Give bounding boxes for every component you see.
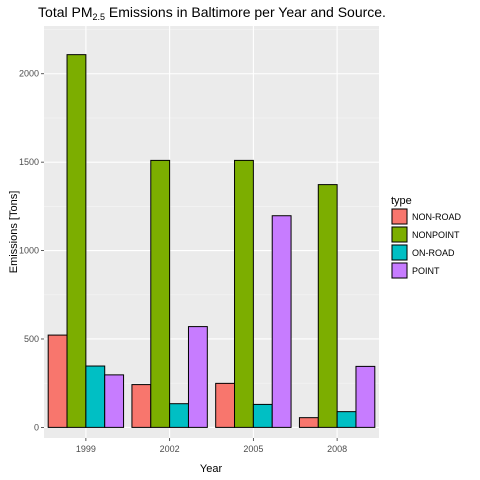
x-tick-label: 2005 [243,444,263,454]
bar-point-2008 [355,365,376,428]
bar-nonpoint-2008 [317,184,338,428]
bar-on-road-1999 [85,365,106,428]
bar-point-1999 [104,374,125,428]
y-tick-label: 1500 [19,157,39,167]
legend-label-point: POINT [412,266,440,276]
bar-nonpoint-2002 [150,159,171,428]
y-axis: 0 500 1000 1500 2000 [19,69,44,432]
bar-non-road-1999 [47,334,68,428]
bar-on-road-2008 [336,411,357,428]
legend-label-nonpoint: NONPOINT [412,230,460,240]
legend-swatch-on-road [391,244,408,261]
bar-nonpoint-2005 [234,159,254,428]
chart-title-prefix: Total PM [38,4,92,20]
y-tick-label: 1000 [19,246,39,256]
bar-non-road-2008 [298,417,319,428]
bar-on-road-2005 [252,403,273,428]
x-axis-label: Year [200,463,223,475]
legend-swatch-nonpoint [391,226,408,243]
y-tick-label: 0 [34,422,39,432]
chart-title-subscript: 2.5 [93,12,106,22]
bar-point-2002 [187,326,208,428]
bar-non-road-2002 [131,384,152,428]
x-tick-label: 1999 [76,444,96,454]
bar-on-road-2002 [169,403,189,428]
legend-swatch-non-road [391,208,408,225]
x-axis: 1999 2002 2005 2008 [76,438,347,454]
y-axis-label: Emissions [Tons] [8,191,20,274]
bar-nonpoint-1999 [66,54,87,428]
y-tick-label: 500 [24,334,39,344]
chart-title: Total PM2.5 Emissions in Baltimore per Y… [38,4,386,22]
legend-swatch-point [391,262,408,279]
legend: type NON-ROAD NONPOINT ON-ROAD POINT [391,195,461,279]
bars [47,54,376,428]
legend-label-non-road: NON-ROAD [412,212,461,222]
x-tick-label: 2002 [160,444,180,454]
y-tick-label: 2000 [19,69,39,79]
chart-title-suffix: Emissions in Baltimore per Year and Sour… [105,4,386,20]
bar-point-2005 [271,215,292,428]
x-tick-label: 2008 [327,444,347,454]
bar-non-road-2005 [215,382,236,428]
legend-title: type [391,195,412,207]
legend-label-on-road: ON-ROAD [412,248,455,258]
